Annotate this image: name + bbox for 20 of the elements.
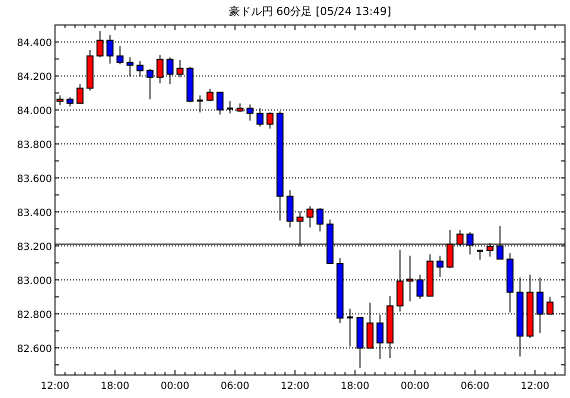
- y-tick-label: 83.800: [17, 140, 52, 151]
- x-tick-label: 06:00: [460, 381, 490, 392]
- x-tick-label: 18:00: [340, 381, 370, 392]
- x-tick-label: 12:00: [280, 381, 310, 392]
- y-tick-label: 82.600: [17, 344, 52, 355]
- x-tick-label: 00:00: [160, 381, 190, 392]
- y-tick-label: 82.800: [17, 310, 52, 321]
- x-tick-label: 12:00: [520, 381, 550, 392]
- x-tick-label: 00:00: [400, 381, 430, 392]
- y-tick-label: 84.400: [17, 38, 52, 49]
- chart-title: 豪ドル円 60分足 [05/24 13:49]: [228, 5, 392, 18]
- y-tick-label: 83.200: [17, 242, 52, 253]
- y-tick-label: 83.600: [17, 174, 52, 185]
- x-tick-label: 18:00: [100, 381, 130, 392]
- x-tick-label: 12:00: [40, 381, 70, 392]
- y-tick-label: 83.000: [17, 276, 52, 287]
- y-tick-label: 84.000: [17, 106, 52, 117]
- y-tick-label: 83.400: [17, 208, 52, 219]
- y-tick-label: 84.200: [17, 72, 52, 83]
- x-tick-label: 06:00: [220, 381, 250, 392]
